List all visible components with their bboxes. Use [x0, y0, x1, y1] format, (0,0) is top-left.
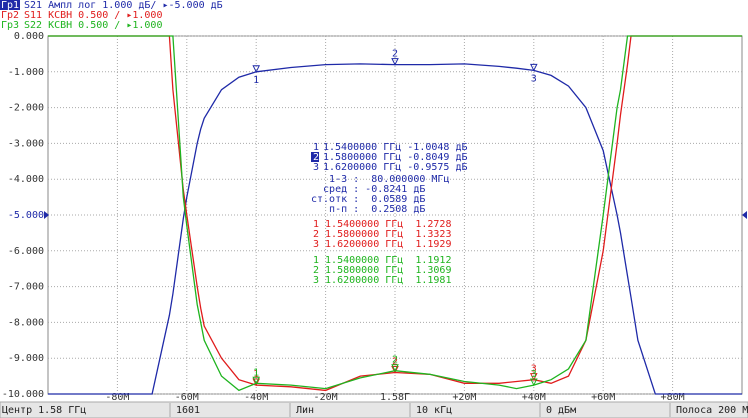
y-tick-label: -6.000 — [8, 246, 44, 257]
x-tick-label: -20M — [314, 392, 338, 403]
marker-triangle — [529, 63, 538, 72]
marker-triangle — [252, 376, 261, 385]
trace-setting: S21 Ампл лог 1.000 дБ/ ▸-5.000 дБ — [24, 0, 223, 11]
status-field: Лин — [296, 405, 314, 416]
status-bar — [0, 401, 748, 418]
trace-line — [48, 63, 742, 395]
marker-label: 3 — [531, 364, 537, 375]
marker-readout: 1 1.5400000 ГГц 1.2728 — [313, 219, 451, 230]
marker-readout: 2 1.5800000 ГГц 1.3069 — [313, 265, 451, 276]
trace-line — [48, 35, 742, 392]
marker-label: 1 — [253, 367, 259, 378]
x-tick-label: +60M — [591, 392, 615, 403]
marker-label: 2 — [392, 49, 398, 60]
status-field: 10 кГц — [416, 405, 452, 416]
y-tick-label: -2.000 — [8, 103, 44, 114]
y-tick-label: -1.000 — [8, 67, 44, 78]
x-tick-label: -60M — [175, 392, 199, 403]
y-tick-label: -5.000 — [8, 210, 44, 221]
status-field: 1601 — [176, 405, 200, 416]
marker-triangle — [391, 364, 399, 372]
marker-triangle — [391, 58, 399, 66]
marker-triangle — [391, 366, 399, 374]
y-tick-label: -4.000 — [8, 174, 44, 185]
reference-marker — [44, 211, 49, 219]
marker-triangle — [529, 378, 538, 387]
active-trace-box — [0, 0, 20, 10]
marker-triangle — [252, 65, 261, 73]
y-tick-label: -8.000 — [8, 317, 44, 328]
marker-label: 1 — [253, 369, 259, 380]
marker-readout: 2 1.5800000 ГГц 1.3323 — [313, 229, 451, 240]
x-tick-label: -40M — [244, 392, 268, 403]
y-tick-label: -7.000 — [8, 282, 44, 293]
stats-readout: 1-3 : 80.000000 МГц — [311, 174, 449, 185]
marker-label: 1 — [253, 75, 259, 86]
marker-triangle — [252, 378, 261, 387]
status-field: Полоса 200 МГц — [676, 405, 748, 416]
marker-label: 2 — [392, 355, 398, 366]
marker-id: 2 — [313, 152, 319, 163]
stats-readout: сред : -0.8241 дБ — [311, 184, 425, 195]
trace-tag: Гр2 — [1, 10, 19, 21]
active-marker-box — [311, 152, 319, 162]
marker-triangle — [529, 373, 538, 381]
status-field: Центр 1.58 ГГц — [2, 405, 86, 416]
x-tick-label: -80M — [105, 392, 129, 403]
y-tick-label: 0.000 — [14, 31, 44, 42]
stats-readout: ст.отк : 0.0589 дБ — [311, 194, 425, 205]
marker-readout: 1.5800000 ГГц -0.8049 дБ — [323, 152, 468, 163]
x-tick-label: 1.58Г — [380, 392, 410, 403]
x-tick-label: +40M — [522, 392, 546, 403]
trace-setting: S22 КСВН 0.500 / ▸1.000 — [24, 20, 162, 31]
stats-readout: п-п : 0.2508 дБ — [311, 204, 425, 215]
trace-tag: Гр1 — [1, 0, 19, 11]
marker-label: 2 — [392, 357, 398, 368]
marker-readout: 3 1.6200000 ГГц 1.1929 — [313, 239, 451, 250]
marker-label: 3 — [531, 369, 537, 380]
marker-id: 3 — [313, 162, 319, 173]
marker-id: 1 — [313, 142, 319, 153]
marker-readout: 1.5400000 ГГц -1.0048 дБ — [323, 142, 468, 153]
marker-readout: 3 1.6200000 ГГц 1.1981 — [313, 275, 451, 286]
status-field: 0 дБм — [546, 405, 576, 416]
marker-readout: 1.6200000 ГГц -0.9575 дБ — [323, 162, 468, 173]
marker-label: 3 — [531, 73, 537, 84]
x-tick-label: +80M — [661, 392, 685, 403]
y-tick-label: -10.000 — [2, 389, 44, 400]
y-tick-label: -3.000 — [8, 138, 44, 149]
trace-tag: Гр3 — [1, 20, 19, 31]
reference-marker — [742, 211, 747, 219]
trace-line — [48, 35, 742, 392]
x-tick-label: +20M — [452, 392, 476, 403]
trace-setting: S11 КСВН 0.500 / ▸1.000 — [24, 10, 162, 21]
y-tick-label: -9.000 — [8, 353, 44, 364]
marker-readout: 1 1.5400000 ГГц 1.1912 — [313, 255, 451, 266]
